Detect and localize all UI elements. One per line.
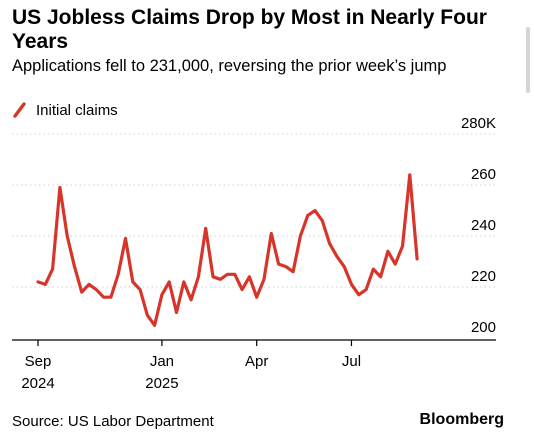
- scrollbar[interactable]: [526, 27, 530, 93]
- series-layer: [36, 173, 419, 327]
- legend-swatch-line: [13, 102, 26, 118]
- legend: Initial claims: [12, 101, 118, 119]
- x-tick-sublabel: 2024: [21, 375, 54, 392]
- x-tick-sublabel: 2025: [145, 375, 178, 392]
- x-axis: Sep 2024 Jan 2025 Apr Jul: [12, 339, 496, 392]
- grid-lines: [12, 133, 496, 288]
- x-tick-label: Jan: [150, 353, 174, 370]
- y-tick-label: 240: [471, 217, 496, 234]
- legend-label: Initial claims: [36, 101, 118, 119]
- y-tick-label: 220: [471, 268, 496, 285]
- x-tick-label: Jul: [342, 353, 361, 370]
- legend-swatch: [13, 102, 26, 118]
- line-chart: 280K 260 240 220 200 Sep 2024 Jan 2025 Apr Jul: [12, 118, 496, 392]
- chart-title: US Jobless Claims Drop by Most in Nearly…: [12, 6, 487, 53]
- x-tick-label: Sep: [25, 353, 52, 370]
- y-tick-label: 280K: [461, 118, 496, 132]
- source-note: Source: US Labor Department: [12, 413, 214, 430]
- x-tick-label: Apr: [245, 353, 268, 370]
- y-tick-label: 200: [471, 319, 496, 336]
- y-tick-label: 260: [471, 166, 496, 183]
- chart-subtitle: Applications fell to 231,000, reversing …: [12, 57, 447, 75]
- series-line-initial-claims: [36, 173, 419, 327]
- bloomberg-logo: Bloomberg: [419, 411, 504, 428]
- y-axis-labels: 280K 260 240 220 200: [461, 118, 496, 336]
